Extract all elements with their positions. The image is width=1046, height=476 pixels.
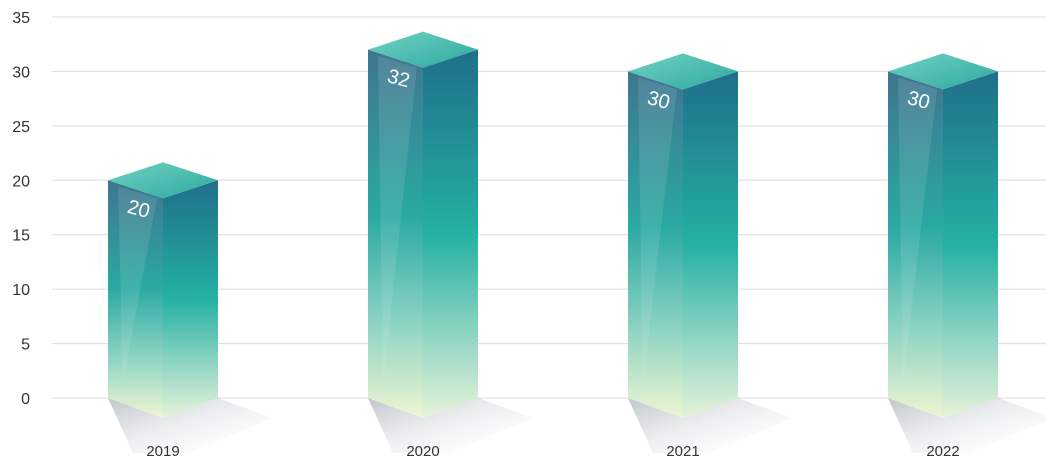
bar-2022: 30 <box>888 53 1046 453</box>
bar-top-face <box>368 31 478 68</box>
bar-side-face <box>163 180 218 418</box>
bar-side-face <box>683 71 738 418</box>
x-tick-label: 2021 <box>666 443 699 460</box>
bar-highlight <box>378 55 417 384</box>
y-tick-label: 20 <box>12 173 30 190</box>
bar-front-face <box>628 71 683 418</box>
bar-front-face <box>888 71 943 418</box>
y-tick-label: 25 <box>12 119 30 136</box>
bar-front-face <box>368 49 423 419</box>
bar-top-face <box>888 53 998 90</box>
bar-2020: 32 <box>368 31 533 453</box>
bar-front-face <box>108 180 163 418</box>
y-tick-label: 35 <box>12 10 30 27</box>
bar-2021: 30 <box>628 53 793 453</box>
bar-top-face <box>108 162 218 199</box>
bar-side-face <box>423 49 478 419</box>
bar-shadow <box>108 398 273 453</box>
bar-highlight <box>898 77 937 383</box>
y-axis: 0 5 10 15 20 25 30 35 <box>12 10 30 408</box>
bar-shadow <box>628 398 793 453</box>
bar-shadow <box>368 398 533 453</box>
bar-side-face <box>943 71 998 418</box>
y-tick-label: 5 <box>21 337 30 354</box>
y-tick-label: 0 <box>21 391 30 408</box>
bar-2019: 20 <box>108 162 273 453</box>
x-tick-label: 2020 <box>406 443 439 460</box>
bar-shadow <box>888 398 1046 453</box>
y-tick-label: 30 <box>12 64 30 81</box>
bar-top-face <box>628 53 738 90</box>
bar-highlight <box>638 77 677 383</box>
bar-highlight <box>118 186 157 383</box>
y-tick-label: 10 <box>12 282 30 299</box>
x-tick-label: 2022 <box>926 443 959 460</box>
y-tick-label: 15 <box>12 228 30 245</box>
x-tick-label: 2019 <box>146 443 179 460</box>
x-axis: 2019 2020 2021 2022 <box>146 443 959 460</box>
